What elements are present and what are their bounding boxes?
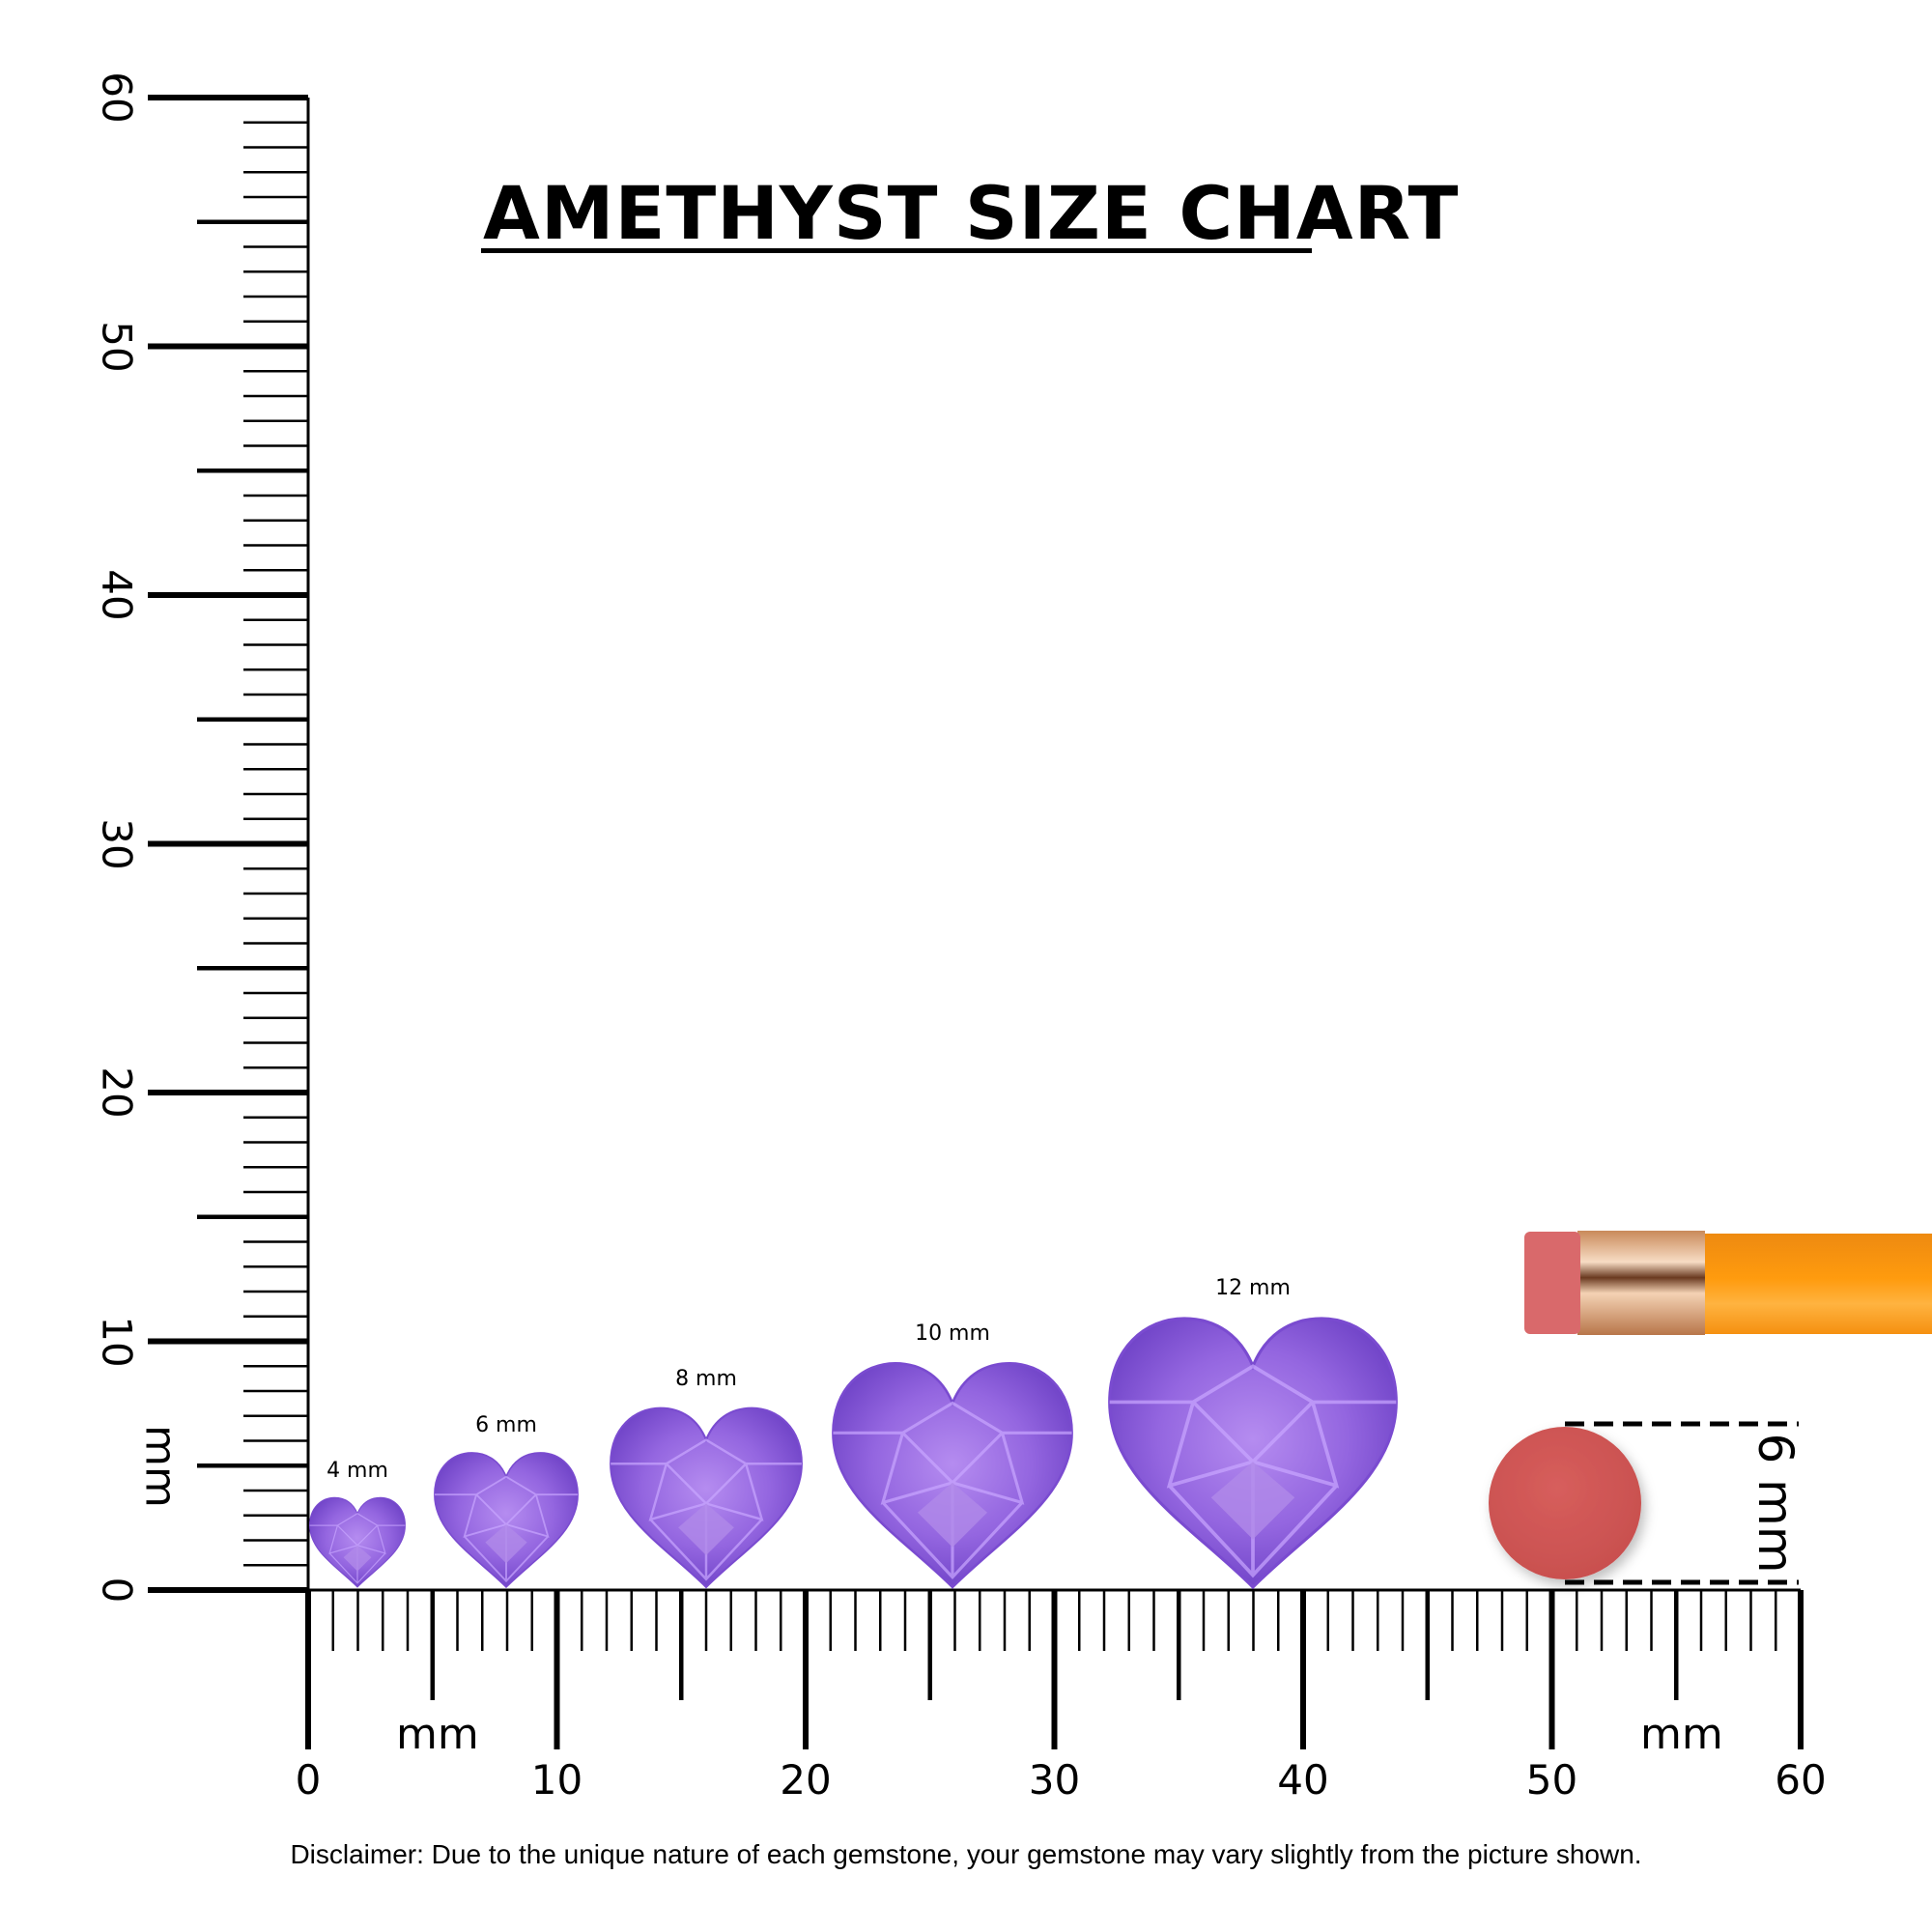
eraser-reference-circle [1489, 1427, 1641, 1579]
heart-gem-4mm [309, 1496, 406, 1588]
gem-size-label: 6 mm [475, 1412, 537, 1437]
x-axis-unit-left: mm [396, 1710, 479, 1759]
gem-facet-highlight [1210, 1462, 1295, 1540]
x-tick-label: 30 [1028, 1756, 1081, 1804]
y-tick-label: 20 [93, 1066, 141, 1119]
gem-size-label: 8 mm [675, 1367, 737, 1392]
heart-gem-10mm [832, 1361, 1073, 1589]
gem-facet-highlight [343, 1545, 372, 1572]
y-tick-label: 60 [93, 71, 141, 124]
pencil-eraser [1524, 1232, 1580, 1334]
x-tick-label: 20 [780, 1756, 832, 1804]
x-tick-label: 40 [1277, 1756, 1329, 1804]
gem-row [309, 1317, 1398, 1590]
y-tick-label: 40 [93, 569, 141, 621]
x-tick-label: 10 [530, 1756, 583, 1804]
pencil-body [1704, 1234, 1932, 1334]
x-tick-label: 0 [295, 1756, 322, 1804]
disclaimer: Disclaimer: Due to the unique nature of … [290, 1839, 1642, 1869]
pencil-icon [1524, 1231, 1932, 1335]
gem-size-label: 10 mm [915, 1321, 990, 1347]
title-underline [481, 248, 1312, 253]
pencil-ferrule [1577, 1231, 1705, 1335]
x-axis-unit-right: mm [1640, 1710, 1723, 1759]
reference-size-label: 6 mm [1747, 1433, 1804, 1574]
y-tick-label: 30 [93, 817, 141, 870]
y-tick-label: 0 [93, 1577, 141, 1604]
y-tick-label: 50 [93, 320, 141, 373]
gem-facet-highlight [917, 1482, 988, 1548]
ruler-ticks [148, 95, 1804, 1749]
gem-facet-highlight [485, 1524, 527, 1564]
heart-gem-6mm [434, 1452, 579, 1589]
gem-facet-highlight [678, 1503, 734, 1556]
x-tick-label: 50 [1525, 1756, 1578, 1804]
x-tick-label: 60 [1775, 1756, 1827, 1804]
heart-gem-12mm [1108, 1317, 1398, 1590]
heart-gem-8mm [610, 1406, 803, 1589]
y-axis-unit: mm [135, 1425, 185, 1508]
y-tick-label: 10 [93, 1315, 141, 1368]
gem-size-label: 4 mm [327, 1459, 388, 1484]
gem-size-label: 12 mm [1215, 1275, 1291, 1300]
page-title: AMETHYST SIZE CHART [483, 170, 1460, 256]
